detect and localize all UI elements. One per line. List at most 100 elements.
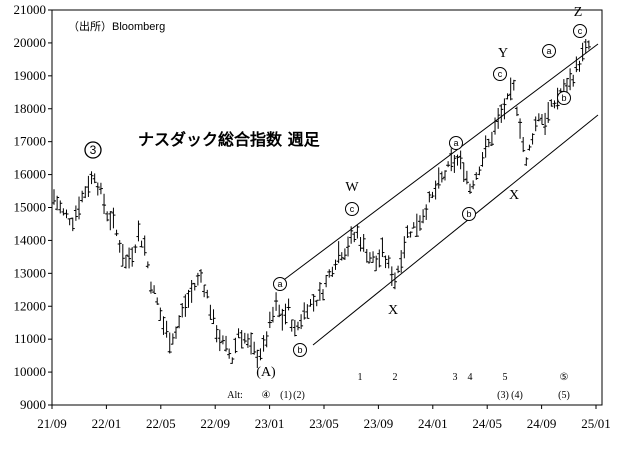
ohlc-bar — [55, 195, 60, 211]
ohlc-bar — [102, 193, 107, 215]
circled-wave-label: c — [573, 24, 587, 38]
y-tick-label: 15000 — [14, 200, 47, 215]
ohlc-bar — [374, 255, 379, 272]
ohlc-bar — [286, 298, 291, 311]
ohlc-bar — [173, 326, 178, 339]
ohlc-bar — [230, 357, 235, 364]
svg-text:c: c — [578, 26, 583, 36]
ohlc-bar — [89, 171, 94, 185]
ohlc-bar — [199, 269, 204, 283]
ohlc-bar — [67, 218, 72, 226]
chart-title: ナスダック総合指数 週足 — [138, 130, 321, 149]
ohlc-bar — [524, 157, 529, 166]
ohlc-bar — [164, 320, 169, 338]
ohlc-bar — [346, 236, 351, 257]
ohlc-bar — [452, 154, 457, 173]
count-label: (2) — [293, 390, 305, 401]
ohlc-bar — [214, 325, 219, 343]
ohlc-bar — [392, 272, 397, 290]
svg-text:3: 3 — [90, 143, 97, 157]
ohlc-bar — [342, 248, 347, 260]
ohlc-bar — [130, 247, 135, 267]
ohlc-bar — [108, 211, 113, 231]
y-tick-label: 9000 — [20, 397, 46, 412]
count-label: 5 — [503, 372, 508, 383]
ohlc-bar — [249, 332, 254, 355]
ohlc-bar — [417, 215, 422, 231]
ohlc-bar — [220, 335, 225, 345]
trend-channels — [280, 43, 599, 346]
ohlc-bar — [486, 138, 491, 148]
ohlc-bar — [321, 289, 325, 301]
ohlc-bar — [389, 266, 394, 286]
ohlc-bar — [333, 259, 338, 270]
ohlc-bar — [514, 106, 519, 117]
count-label: 3 — [453, 372, 458, 383]
y-tick-label: 12000 — [14, 298, 47, 313]
count-label: (5) — [558, 390, 570, 401]
ohlc-bar — [580, 42, 585, 62]
ohlc-bar — [73, 205, 78, 221]
ohlc-bar — [361, 233, 366, 252]
ohlc-bar — [424, 204, 429, 220]
ohlc-bar — [471, 180, 476, 190]
ohlc-bar — [186, 289, 191, 308]
ohlc-bar — [308, 299, 313, 307]
ohlc-bar — [411, 222, 416, 229]
axes: 9000 10000 11000 12000 13000 14000 15000 16000 1… — [14, 2, 611, 431]
svg-text:b: b — [561, 93, 566, 103]
ohlc-bar — [324, 274, 329, 288]
ohlc-bar — [227, 348, 232, 359]
ohlc-bar — [508, 77, 513, 101]
ohlc-bar — [464, 170, 469, 185]
circled-wave-label: a — [273, 277, 287, 291]
ohlc-bar — [167, 332, 172, 354]
ohlc-bar — [280, 308, 285, 331]
ohlc-bar — [152, 285, 157, 294]
ohlc-bar — [120, 244, 125, 267]
price-bars — [52, 39, 591, 369]
svg-text:a: a — [277, 279, 282, 289]
plot-frame — [51, 9, 603, 406]
ohlc-bar — [252, 341, 257, 355]
y-tick-label: 16000 — [14, 167, 47, 182]
ohlc-bar — [170, 333, 175, 345]
ohlc-bar — [302, 302, 307, 320]
y-tick-label: 11000 — [14, 331, 46, 346]
circled-wave-label: b — [293, 343, 307, 357]
ohlc-bar — [518, 118, 523, 139]
ohlc-bar — [568, 68, 573, 91]
ohlc-bar — [208, 304, 213, 320]
ohlc-bar — [430, 191, 435, 199]
y-tick-label: 18000 — [14, 101, 47, 116]
ohlc-bar — [527, 144, 532, 151]
wave-label: (A) — [256, 365, 276, 380]
ohlc-bar — [399, 250, 404, 273]
ohlc-bar — [98, 182, 103, 195]
ohlc-bar — [211, 309, 216, 325]
svg-text:b: b — [297, 345, 302, 355]
wave-label: W — [345, 180, 359, 195]
ohlc-bar — [270, 306, 275, 323]
ohlc-bar — [496, 107, 501, 129]
ohlc-bar — [380, 237, 385, 258]
ohlc-bar — [571, 74, 576, 87]
y-tick-label: 21000 — [14, 2, 47, 17]
ohlc-bar — [58, 200, 63, 214]
ohlc-bar — [552, 100, 557, 109]
y-tick-label: 13000 — [14, 265, 47, 280]
ohlc-bar — [421, 209, 426, 224]
ohlc-bar — [148, 281, 153, 294]
count-label: 2 — [393, 372, 398, 383]
x-tick-label: 23/05 — [309, 416, 339, 431]
ohlc-bar — [396, 265, 401, 274]
ohlc-bar — [427, 191, 432, 203]
circled-wave-label: a — [542, 44, 556, 58]
ohlc-bar — [533, 116, 538, 132]
ohlc-bar — [474, 172, 479, 180]
ohlc-bar — [383, 255, 388, 269]
ohlc-bar — [521, 136, 526, 153]
ohlc-bar — [386, 255, 391, 269]
ohlc-bar — [83, 186, 88, 199]
